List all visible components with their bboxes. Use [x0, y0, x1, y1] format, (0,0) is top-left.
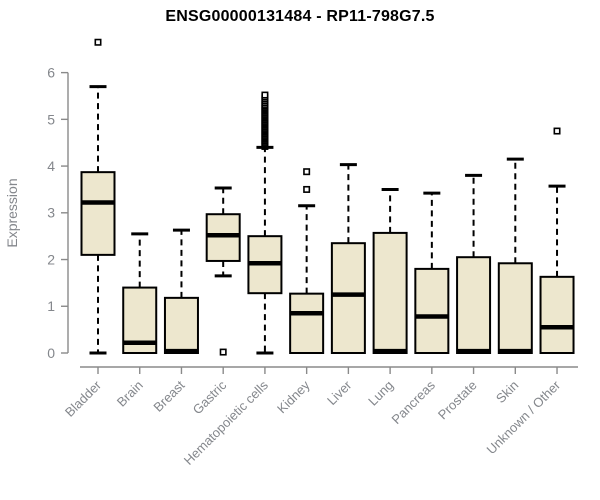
y-tick-label: 5 [47, 111, 55, 127]
box-skin [497, 157, 533, 355]
iqr-box [539, 275, 575, 355]
y-tick-label: 1 [47, 298, 55, 314]
outlier-point [94, 38, 102, 46]
outlier-point [553, 127, 561, 135]
y-tick-label: 0 [47, 345, 55, 361]
chart-title: ENSG00000131484 - RP11-798G7.5 [165, 8, 435, 25]
y-tick-label: 3 [47, 205, 55, 221]
x-tick-label-bladder: Bladder [62, 377, 105, 420]
x-tick-label-prostate: Prostate [435, 378, 480, 423]
box-breast [163, 228, 199, 355]
box-hematopoietic-cells [247, 91, 283, 355]
box-gastric [205, 186, 241, 356]
outlier-point [303, 185, 311, 193]
x-tick-label-skin: Skin [493, 378, 521, 406]
iqr-box [205, 213, 241, 262]
iqr-box [330, 242, 366, 354]
box-unknown-other [539, 127, 575, 355]
box-liver [330, 163, 366, 354]
box-kidney [289, 168, 325, 354]
iqr-box [414, 267, 450, 354]
x-tick-label-pancreas: Pancreas [389, 377, 439, 427]
box-brain [122, 232, 158, 354]
x-tick-label-brain: Brain [114, 378, 146, 410]
x-tick-label-unknown-other: Unknown / Other [484, 377, 564, 457]
iqr-box [289, 292, 325, 354]
box-pancreas [414, 191, 450, 354]
x-tick-label-liver: Liver [324, 377, 355, 408]
x-tick-label-gastric: Gastric [190, 377, 230, 417]
iqr-box [497, 262, 533, 355]
y-tick-label: 2 [47, 251, 55, 267]
outlier-point [219, 348, 227, 356]
y-tick-label: 6 [47, 65, 55, 81]
iqr-box [372, 231, 408, 354]
iqr-box [163, 296, 199, 355]
outlier-point [303, 168, 311, 176]
x-tick-label-breast: Breast [150, 377, 187, 414]
x-tick-label-kidney: Kidney [274, 377, 313, 416]
box-lung [372, 187, 408, 354]
iqr-box [456, 256, 492, 354]
box-bladder [80, 38, 116, 355]
outlier-point [261, 91, 269, 99]
y-tick-label: 4 [47, 158, 55, 174]
box-prostate [456, 173, 492, 354]
iqr-box [80, 171, 116, 256]
x-tick-label-lung: Lung [365, 378, 396, 409]
